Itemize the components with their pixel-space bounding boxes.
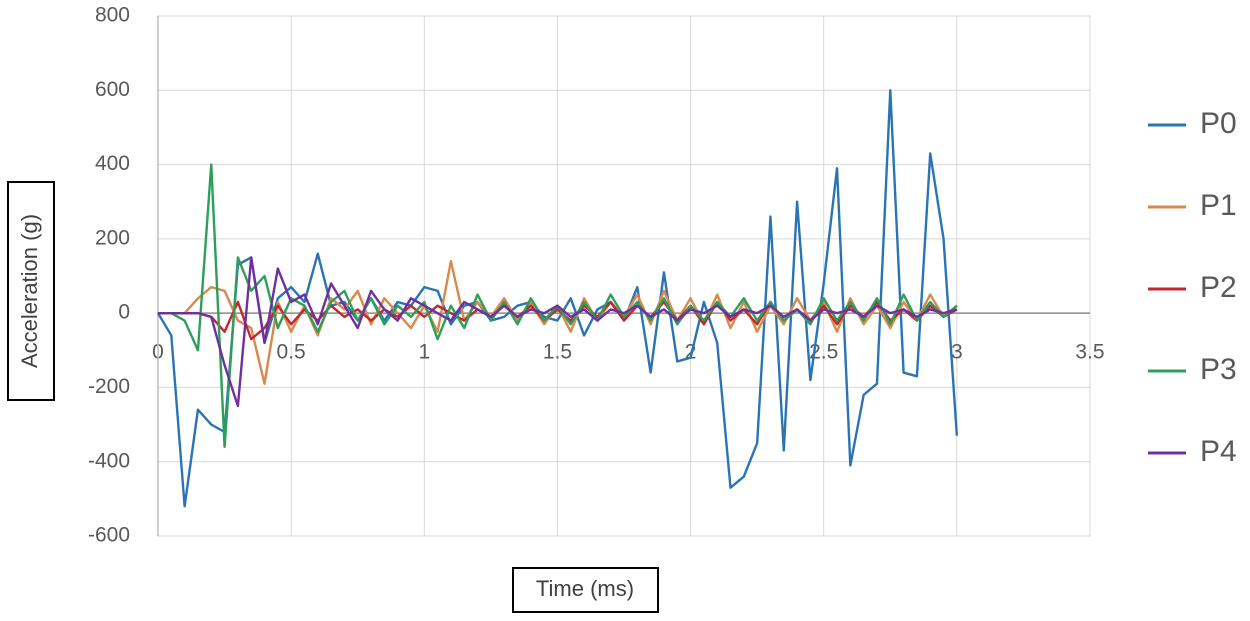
x-tick-label: 3 xyxy=(951,341,963,364)
y-tick-label: -600 xyxy=(88,524,130,547)
x-label-box xyxy=(512,567,659,613)
y-tick-label: 0 xyxy=(118,301,130,324)
y-tick-label: 200 xyxy=(95,226,130,249)
series-line xyxy=(158,256,958,408)
y-axis-title: Acceleration (g) xyxy=(17,214,42,368)
x-axis-title: Time (ms) xyxy=(536,576,634,601)
y-tick-label: -200 xyxy=(88,375,130,398)
x-tick-label: 0.5 xyxy=(277,341,306,364)
x-tick-label: 1.5 xyxy=(543,341,572,364)
x-tick-label: 2.5 xyxy=(809,341,838,364)
legend-label: P2 xyxy=(1200,271,1237,304)
legend-label: P4 xyxy=(1200,435,1237,468)
legend-label: P1 xyxy=(1200,189,1237,222)
legend-label: P3 xyxy=(1200,353,1237,386)
y-tick-label: 600 xyxy=(95,78,130,101)
y-tick-label: 800 xyxy=(95,4,130,27)
y-label-box xyxy=(7,181,55,401)
y-tick-label: -400 xyxy=(88,449,130,472)
legend-label: P0 xyxy=(1200,107,1237,140)
series-line xyxy=(156,89,959,508)
x-tick-label: 2 xyxy=(685,341,697,364)
y-tick-label: 400 xyxy=(95,152,130,175)
x-tick-label: 1 xyxy=(418,341,430,364)
series-line xyxy=(158,300,958,341)
x-tick-label: 3.5 xyxy=(1075,341,1104,364)
